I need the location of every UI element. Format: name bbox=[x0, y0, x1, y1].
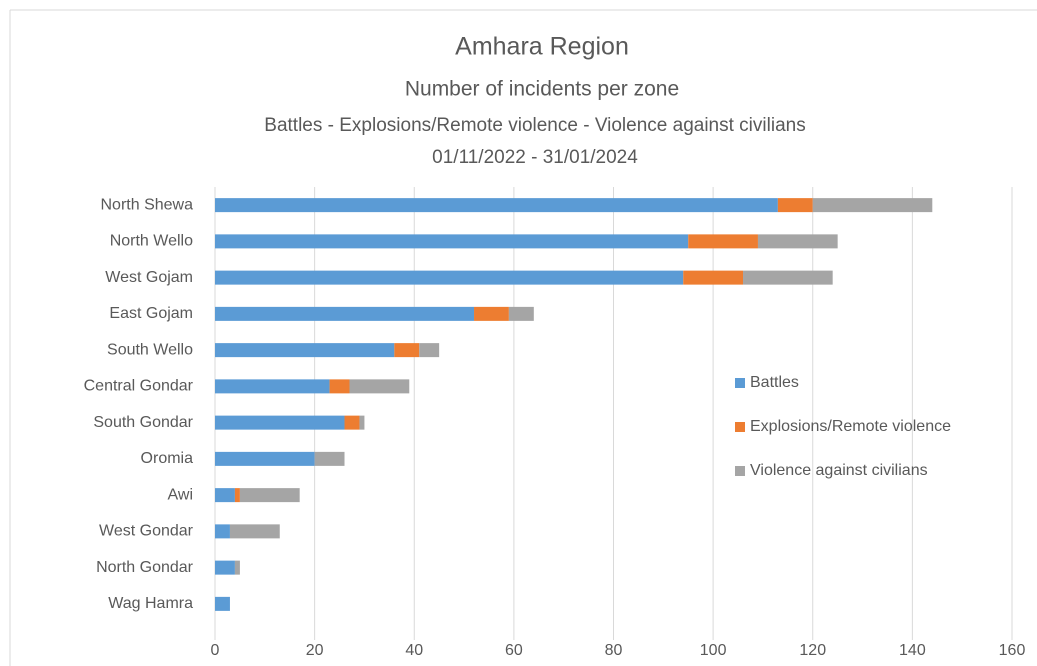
bar bbox=[215, 488, 235, 503]
bar bbox=[394, 343, 420, 358]
x-tick-label: 0 bbox=[211, 642, 220, 659]
bar bbox=[329, 379, 350, 394]
bar bbox=[229, 524, 280, 539]
bar bbox=[757, 234, 838, 249]
bar bbox=[234, 488, 240, 503]
bar bbox=[777, 198, 813, 213]
bar bbox=[314, 451, 345, 466]
bar bbox=[215, 234, 689, 249]
x-tick-label: 60 bbox=[505, 642, 523, 659]
x-tick-label: 120 bbox=[799, 642, 826, 659]
y-tick-label: Oromia bbox=[141, 450, 194, 467]
chart-subtitle: Number of incidents per zone bbox=[405, 78, 679, 101]
bar bbox=[215, 198, 778, 213]
bar bbox=[215, 306, 475, 321]
y-tick-label: South Wello bbox=[107, 341, 193, 358]
x-tick-label: 100 bbox=[700, 642, 727, 659]
legend-swatch bbox=[735, 378, 745, 388]
legend-label: Battles bbox=[750, 374, 799, 391]
legend-swatch bbox=[735, 466, 745, 476]
bar bbox=[215, 596, 230, 611]
legend-label: Violence against civilians bbox=[750, 462, 928, 479]
bar bbox=[215, 560, 235, 575]
chart-subtitle: 01/11/2022 - 31/01/2024 bbox=[432, 147, 638, 168]
y-tick-label: Central Gondar bbox=[84, 378, 194, 395]
bar bbox=[743, 270, 833, 285]
bar bbox=[474, 306, 509, 321]
bar bbox=[683, 270, 744, 285]
bar bbox=[215, 379, 330, 394]
y-tick-label: North Wello bbox=[110, 233, 193, 250]
x-tick-label: 20 bbox=[306, 642, 324, 659]
y-tick-label: Awi bbox=[168, 486, 194, 503]
bar bbox=[419, 343, 440, 358]
chart-subtitle: Battles - Explosions/Remote violence - V… bbox=[264, 115, 805, 136]
bar bbox=[215, 524, 230, 539]
x-tick-label: 140 bbox=[899, 642, 926, 659]
bar bbox=[812, 198, 933, 213]
y-tick-label: West Gondar bbox=[99, 523, 194, 540]
y-tick-label: South Gondar bbox=[93, 414, 193, 431]
y-tick-label: North Gondar bbox=[96, 559, 194, 576]
bar bbox=[215, 343, 395, 358]
x-tick-label: 80 bbox=[605, 642, 623, 659]
y-tick-label: North Shewa bbox=[101, 196, 194, 213]
x-tick-label: 40 bbox=[405, 642, 423, 659]
bar bbox=[508, 306, 534, 321]
bar bbox=[344, 415, 360, 430]
bar bbox=[688, 234, 758, 249]
bar bbox=[234, 560, 240, 575]
legend-swatch bbox=[735, 422, 745, 432]
y-tick-label: West Gojam bbox=[105, 269, 193, 286]
bar bbox=[215, 451, 315, 466]
legend-label: Explosions/Remote violence bbox=[750, 418, 951, 435]
bar bbox=[349, 379, 410, 394]
chart-title: Amhara Region bbox=[455, 33, 629, 61]
bar bbox=[215, 270, 684, 285]
y-tick-label: East Gojam bbox=[109, 305, 193, 322]
bar bbox=[359, 415, 365, 430]
y-tick-label: Wag Hamra bbox=[108, 595, 193, 612]
bar bbox=[239, 488, 300, 503]
x-tick-label: 160 bbox=[999, 642, 1026, 659]
bar bbox=[215, 415, 345, 430]
